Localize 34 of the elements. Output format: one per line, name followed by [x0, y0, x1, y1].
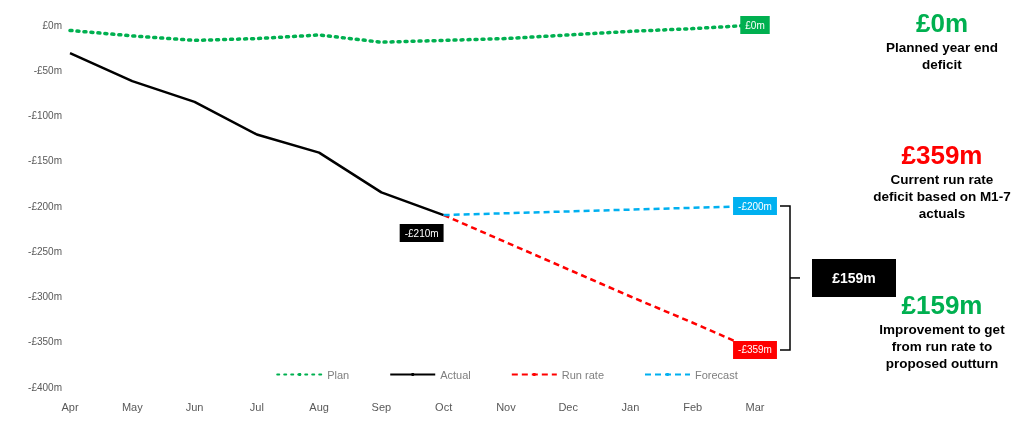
legend-label: Actual	[440, 368, 471, 381]
x-tick-label: Jul	[249, 400, 264, 413]
text: Improvement to get from run rate to proposed outturn	[878, 321, 1006, 372]
y-tick-label: -£200m	[28, 200, 62, 212]
y-tick-label: -£100m	[28, 110, 62, 121]
y-tick-label: -£150m	[28, 155, 62, 167]
x-tick-label: Oct	[435, 400, 453, 413]
x-tick-label: Aug	[309, 400, 329, 413]
x-tick-label: Nov	[496, 400, 517, 413]
y-tick-label: -£350m	[28, 336, 62, 348]
text: £159m	[812, 258, 896, 297]
text: £359m	[900, 140, 984, 171]
x-tick-label: Apr	[61, 400, 79, 413]
text: £0m	[914, 8, 969, 39]
x-tick-label: Jun	[185, 400, 204, 413]
y-tick-label: -£250m	[28, 245, 62, 257]
x-tick-label: Dec	[558, 400, 579, 413]
y-tick-label: £0m	[42, 19, 62, 31]
text: Planned year end deficit	[885, 39, 999, 73]
line-series	[68, 51, 445, 217]
x-tick-label: Mar	[745, 400, 765, 413]
data-label: -£210m	[404, 227, 439, 239]
legend-label: Forecast	[694, 368, 738, 381]
legend-label: Run rate	[561, 368, 605, 381]
text: Current run rate deficit based on M1-7 actuals	[872, 171, 1012, 222]
x-tick-label: Jan	[621, 400, 640, 413]
text: £159m	[900, 290, 984, 321]
x-tick-label: Feb	[683, 400, 703, 413]
y-tick-label: -£300m	[28, 291, 62, 302]
legend-label: Plan	[327, 368, 350, 381]
x-tick-label: Sep	[371, 400, 392, 413]
y-tick-label: -£50m	[33, 64, 62, 76]
y-tick-label: -£400m	[28, 381, 62, 393]
x-tick-label: May	[121, 400, 144, 413]
